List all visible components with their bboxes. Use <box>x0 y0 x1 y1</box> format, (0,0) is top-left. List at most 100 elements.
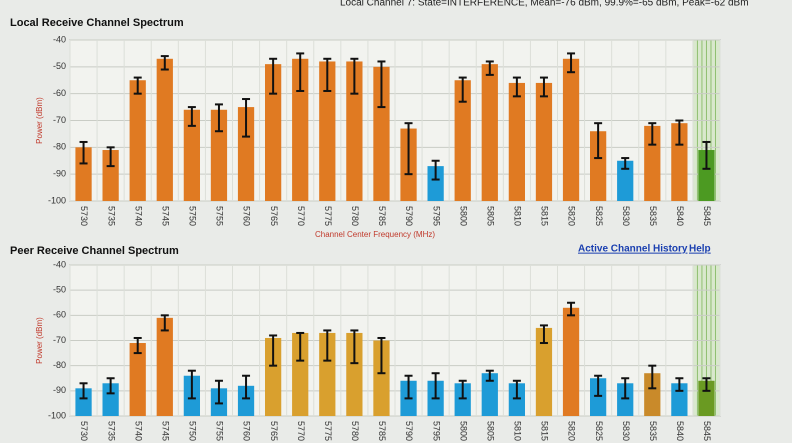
bar <box>265 64 282 202</box>
bar <box>237 385 255 416</box>
x-tick-label: 5800 <box>458 206 468 226</box>
y-tick-label: -60 <box>53 310 66 320</box>
x-tick-label: 5795 <box>431 206 441 226</box>
bar <box>508 383 525 416</box>
bar <box>346 61 363 201</box>
x-tick-label: 5805 <box>485 421 495 441</box>
bar <box>481 64 498 202</box>
bar <box>373 340 390 416</box>
x-tick-label: 5750 <box>188 421 198 441</box>
bar <box>671 123 688 201</box>
y-tick-label: -80 <box>53 360 66 370</box>
bar <box>535 82 553 201</box>
x-tick-label: 5735 <box>106 206 116 226</box>
bar <box>617 160 634 201</box>
bar <box>75 147 92 201</box>
y-tick-label: -100 <box>48 410 66 420</box>
bar <box>210 109 228 201</box>
bar <box>644 373 661 416</box>
x-tick-label: 5835 <box>648 206 658 226</box>
x-tick-label: 5730 <box>79 421 89 441</box>
y-tick-label: -50 <box>53 61 66 71</box>
bar <box>535 327 553 416</box>
bar <box>292 332 309 416</box>
y-tick-label: -40 <box>53 34 66 44</box>
x-tick-label: 5825 <box>594 206 604 226</box>
x-tick-label: 5795 <box>431 421 441 441</box>
x-tick-label: 5785 <box>377 206 387 226</box>
x-tick-label: 5790 <box>404 206 414 226</box>
x-tick-label: 5820 <box>567 206 577 226</box>
bar <box>292 58 309 202</box>
x-tick-label: 5825 <box>594 421 604 441</box>
bar <box>156 58 173 202</box>
status-line: Local Channel 7: State=INTERFERENCE, Mea… <box>340 0 749 9</box>
x-tick-label: 5835 <box>648 421 658 441</box>
bar <box>319 332 336 416</box>
x-tick-label: 5815 <box>540 206 550 226</box>
x-tick-label: 5810 <box>513 206 523 226</box>
x-tick-label: 5815 <box>540 421 550 441</box>
x-tick-label: 5840 <box>675 421 685 441</box>
x-tick-label: 5755 <box>215 421 225 441</box>
bar <box>265 337 282 416</box>
bar <box>698 380 715 416</box>
x-tick-label: 5755 <box>215 206 225 226</box>
x-tick-label: 5765 <box>269 421 279 441</box>
bar <box>562 58 580 202</box>
bar <box>617 383 634 416</box>
x-tick-label: 5820 <box>567 421 577 441</box>
x-tick-label: 5760 <box>242 421 252 441</box>
bar <box>346 332 363 416</box>
x-tick-label: 5745 <box>160 421 170 441</box>
y-tick-label: -60 <box>53 88 66 98</box>
bar <box>454 80 471 201</box>
bar <box>698 150 715 201</box>
bar <box>129 80 146 201</box>
x-tick-label: 5770 <box>296 421 306 441</box>
bar <box>75 388 92 416</box>
x-tick-label: 5775 <box>323 206 333 226</box>
x-tick-label: 5740 <box>133 421 143 441</box>
bar <box>644 125 661 201</box>
x-tick-label: 5805 <box>485 206 495 226</box>
x-tick-label: 5735 <box>106 421 116 441</box>
bar <box>590 131 607 201</box>
x-tick-label: 5775 <box>323 421 333 441</box>
help-link[interactable]: Help <box>689 244 711 255</box>
bar <box>319 61 336 201</box>
y-axis-label: Power (dBm) <box>35 97 44 144</box>
history-link[interactable]: Active Channel History <box>578 244 688 255</box>
y-tick-label: -100 <box>48 195 66 205</box>
bar <box>102 383 119 416</box>
bar <box>671 383 688 416</box>
x-tick-label: 5745 <box>160 206 170 226</box>
x-tick-label: 5760 <box>242 206 252 226</box>
y-tick-label: -70 <box>53 335 66 345</box>
x-tick-label: 5765 <box>269 206 279 226</box>
x-tick-label: 5790 <box>404 421 414 441</box>
bar <box>481 373 498 416</box>
x-tick-label: 5845 <box>702 206 712 226</box>
bar <box>102 150 119 201</box>
bar <box>373 66 390 201</box>
chart-title: Local Receive Channel Spectrum <box>10 17 184 29</box>
x-tick-label: 5800 <box>458 421 468 441</box>
x-tick-label: 5830 <box>621 206 631 226</box>
bar <box>454 383 471 416</box>
x-axis-label: Channel Center Frequency (MHz) <box>315 230 435 239</box>
x-tick-label: 5780 <box>350 206 360 226</box>
x-tick-label: 5785 <box>377 421 387 441</box>
bar <box>129 343 146 416</box>
y-tick-label: -90 <box>53 169 66 179</box>
x-tick-label: 5840 <box>675 206 685 226</box>
bar <box>183 109 200 201</box>
bar <box>562 307 580 416</box>
chart-title: Peer Receive Channel Spectrum <box>10 245 179 257</box>
bar <box>156 317 173 416</box>
y-tick-label: -80 <box>53 142 66 152</box>
x-tick-label: 5830 <box>621 421 631 441</box>
x-tick-label: 5730 <box>79 206 89 226</box>
